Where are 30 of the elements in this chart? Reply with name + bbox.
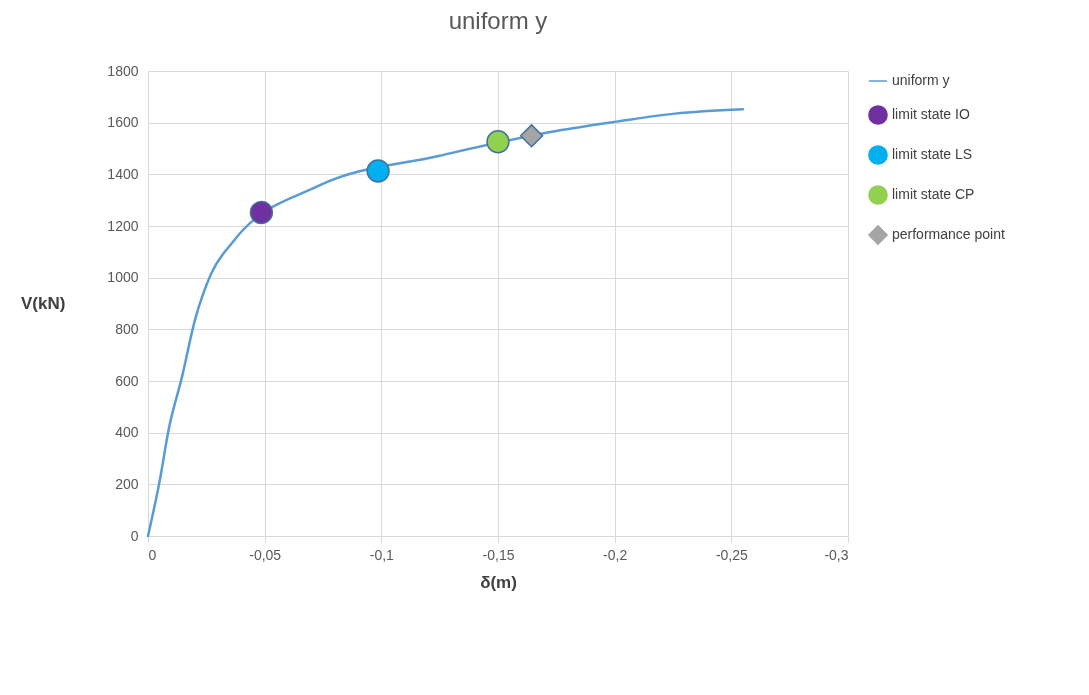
y-tick-label: 1200 bbox=[107, 217, 139, 234]
point bbox=[486, 130, 510, 154]
y-tick-label: 600 bbox=[115, 372, 139, 389]
x-tick-label: -0,05 bbox=[249, 546, 282, 563]
y-tick-label: 200 bbox=[115, 475, 139, 492]
y-tick-label: 400 bbox=[115, 424, 139, 441]
y-tick-label: 1800 bbox=[107, 62, 139, 79]
point bbox=[366, 159, 390, 183]
y-tick-label: 800 bbox=[115, 320, 139, 337]
y-tick-label: 1400 bbox=[107, 165, 139, 182]
chart-title: uniform y bbox=[448, 7, 548, 34]
x-tick-label: -0,3 bbox=[824, 546, 849, 563]
x-tick-label: -0,15 bbox=[482, 546, 515, 563]
y-tick-label: 1600 bbox=[107, 114, 139, 131]
legend-label: performance point bbox=[892, 226, 1005, 242]
y-tick-label: 1000 bbox=[107, 269, 139, 286]
x-tick-label: -0,1 bbox=[369, 546, 395, 563]
legend-label: limit state LS bbox=[892, 146, 973, 162]
x-tick-label: -0,25 bbox=[715, 546, 748, 563]
legend-label: limit state CP bbox=[892, 186, 975, 202]
point bbox=[249, 200, 274, 225]
point bbox=[519, 124, 544, 148]
line-series bbox=[146, 107, 745, 538]
y-axis-title: V(kN) bbox=[20, 294, 66, 313]
legend-label: uniform y bbox=[892, 72, 950, 88]
x-axis-title: δ(m) bbox=[480, 572, 517, 592]
x-tick-label: 0 bbox=[148, 546, 157, 563]
y-tick-label: 0 bbox=[130, 527, 139, 544]
x-tick-label: -0,2 bbox=[603, 546, 628, 563]
legend-label: limit state IO bbox=[892, 106, 970, 122]
